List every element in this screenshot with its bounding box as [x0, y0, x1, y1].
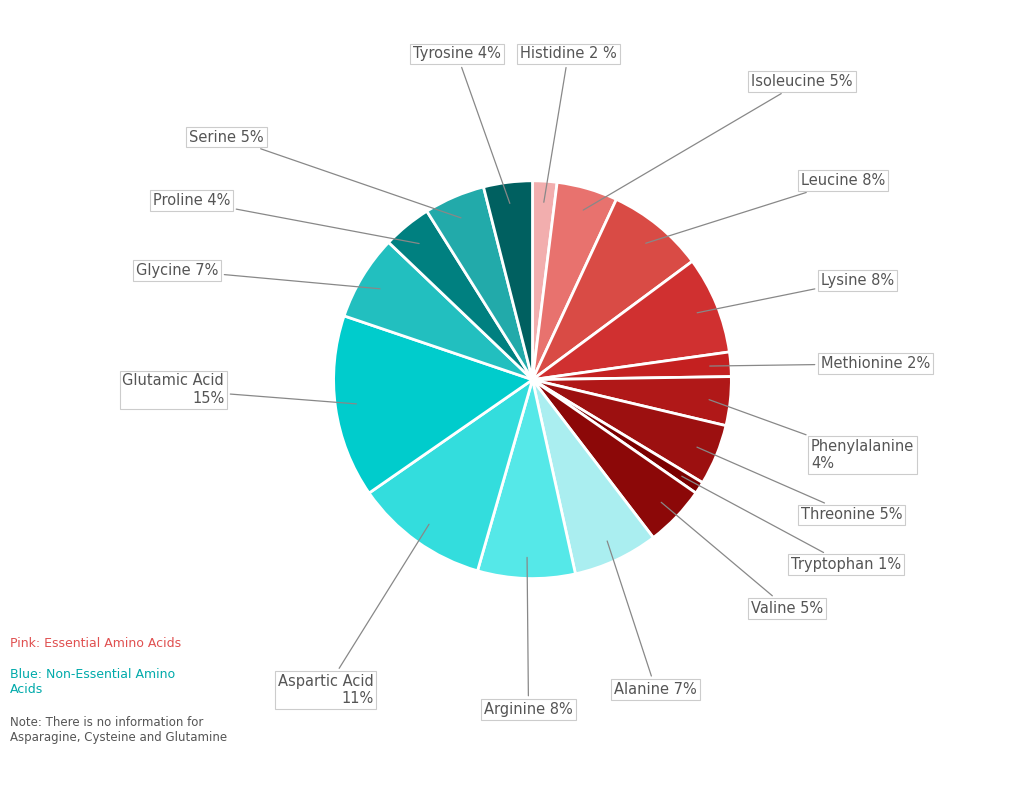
Wedge shape [532, 352, 731, 380]
Wedge shape [483, 181, 532, 380]
Text: Lysine 8%: Lysine 8% [697, 273, 894, 312]
Wedge shape [532, 181, 557, 380]
Text: Glycine 7%: Glycine 7% [136, 263, 380, 289]
Wedge shape [477, 380, 575, 578]
Text: Aspartic Acid
11%: Aspartic Acid 11% [278, 524, 429, 706]
Wedge shape [334, 316, 532, 493]
Wedge shape [369, 380, 532, 571]
Text: Pink: Essential Amino Acids: Pink: Essential Amino Acids [10, 637, 181, 649]
Wedge shape [532, 380, 726, 483]
Wedge shape [532, 377, 731, 426]
Text: Arginine 8%: Arginine 8% [484, 558, 572, 717]
Wedge shape [427, 187, 532, 380]
Text: Tryptophan 1%: Tryptophan 1% [682, 476, 901, 572]
Text: Proline 4%: Proline 4% [153, 193, 419, 244]
Text: Serine 5%: Serine 5% [189, 130, 461, 218]
Text: Histidine 2 %: Histidine 2 % [520, 47, 616, 202]
Wedge shape [532, 261, 729, 380]
Text: Leucine 8%: Leucine 8% [646, 173, 885, 243]
Wedge shape [532, 380, 653, 573]
Wedge shape [344, 242, 532, 380]
Wedge shape [532, 380, 696, 538]
Text: Threonine 5%: Threonine 5% [697, 447, 902, 522]
Wedge shape [532, 380, 702, 493]
Text: Methionine 2%: Methionine 2% [710, 356, 930, 371]
Wedge shape [532, 199, 692, 380]
Text: Tyrosine 4%: Tyrosine 4% [413, 47, 510, 203]
Wedge shape [532, 183, 616, 380]
Text: Alanine 7%: Alanine 7% [607, 541, 697, 697]
Text: Valine 5%: Valine 5% [662, 502, 823, 616]
Text: Isoleucine 5%: Isoleucine 5% [584, 74, 853, 210]
Text: Phenylalanine
4%: Phenylalanine 4% [709, 399, 914, 471]
Text: Glutamic Acid
15%: Glutamic Acid 15% [123, 373, 356, 406]
Wedge shape [389, 211, 532, 380]
Text: Note: There is no information for
Asparagine, Cysteine and Glutamine: Note: There is no information for Aspara… [10, 716, 227, 744]
Text: Blue: Non-Essential Amino
Acids: Blue: Non-Essential Amino Acids [10, 668, 175, 696]
